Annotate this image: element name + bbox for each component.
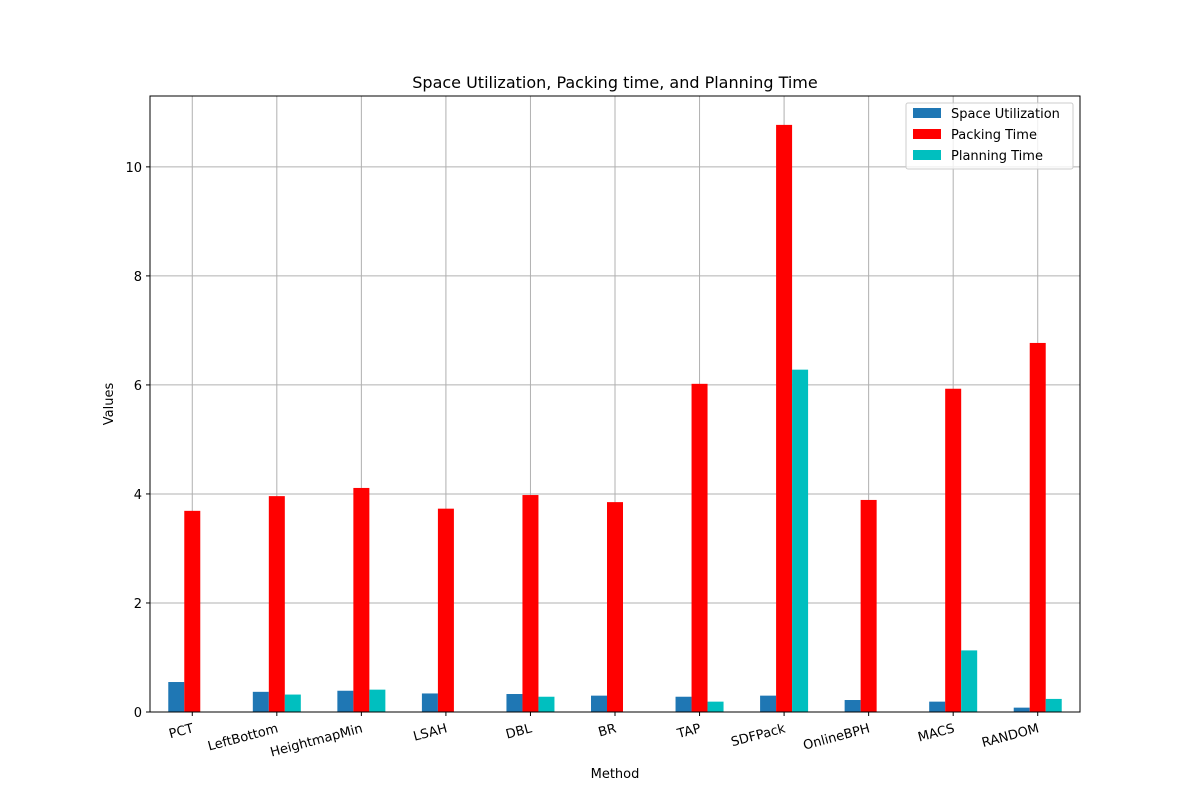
bar-planning-time [792,369,809,712]
bar-packing-time [945,388,962,712]
x-tick-label: TAP [675,721,703,742]
bar-space-utilization [1013,707,1030,712]
bar-space-utilization [675,696,692,712]
bar-packing-time [353,487,370,712]
bar-space-utilization [591,695,607,712]
bar-packing-time [184,510,201,712]
legend-swatch [913,129,941,139]
bar-space-utilization [844,700,861,712]
y-tick-label: 10 [125,161,142,176]
bar-space-utilization [168,682,185,712]
y-tick-label: 4 [134,488,142,503]
bar-space-utilization [506,694,523,712]
chart-title: Space Utilization, Packing time, and Pla… [412,73,817,92]
y-tick-label: 6 [134,379,142,394]
bar-space-utilization [421,693,438,712]
bars [168,124,1062,713]
bar-packing-time [607,502,623,712]
x-tick-label: PCT [167,721,195,742]
bar-space-utilization [252,691,269,712]
legend-swatch [913,108,941,118]
y-axis-label: Values [102,383,117,426]
bar-packing-time [522,495,539,712]
bar-planning-time [284,694,301,712]
bar-packing-time [776,124,793,713]
y-tick-label: 8 [134,270,142,285]
bar-packing-time [268,496,285,712]
x-tick-label: DBL [504,721,534,742]
bar-packing-time [437,508,454,712]
legend-label: Space Utilization [951,107,1060,122]
bar-planning-time [369,689,386,712]
legend-items: Space Utilization Packing Time Planning Ti… [913,107,1060,164]
legend-swatch [913,150,941,160]
y-tick-label: 2 [134,597,142,612]
legend-label: Planning Time [951,149,1043,164]
bar-packing-time [1029,342,1046,712]
bar-planning-time [538,696,555,712]
x-axis-label: Method [591,767,640,782]
bar-planning-time [961,650,978,712]
legend-box [905,102,1074,170]
bar-space-utilization [337,690,354,712]
x-tick-label: BR [597,721,618,740]
bar-space-utilization [929,701,946,712]
bar-planning-time [1045,698,1062,712]
bar-packing-time [860,499,877,712]
bar-packing-time [691,383,708,712]
bar-space-utilization [760,695,777,712]
legend-label: Packing Time [951,128,1037,143]
legend: Space Utilization Packing Time Planning Ti… [905,102,1074,170]
y-tick-label: 0 [134,706,142,721]
bar-planning-time [707,701,724,712]
